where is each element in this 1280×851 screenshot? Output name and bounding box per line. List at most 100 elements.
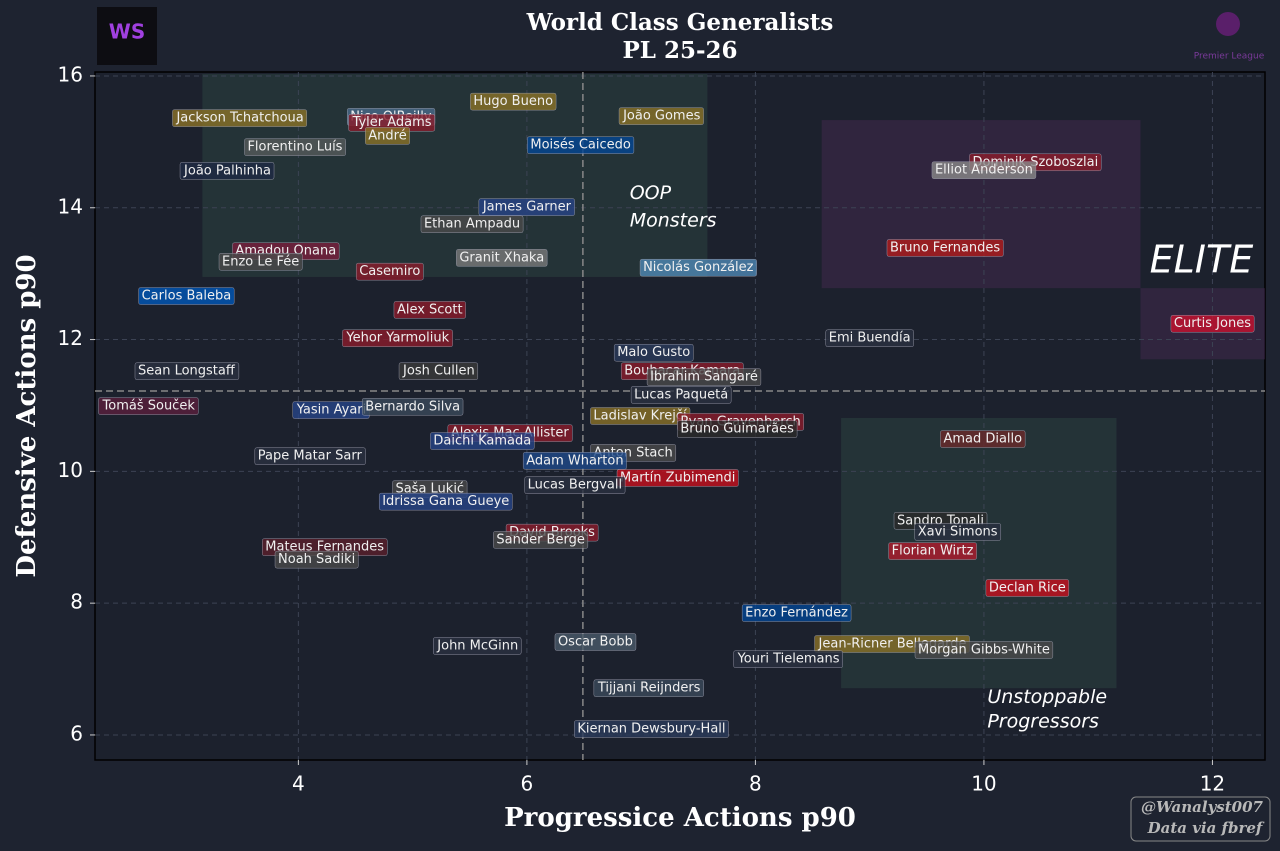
- label-box: [172, 109, 308, 127]
- player-label: Ladislav Krejčí: [590, 407, 691, 425]
- x-tick-label: 6: [521, 772, 534, 796]
- label-box: [478, 198, 575, 216]
- player-label: Malo Gusto: [613, 343, 694, 362]
- player-name: James Garner: [482, 200, 572, 215]
- player-label: Ibrahim Sangaré: [646, 368, 762, 386]
- x-tick-label: 4: [292, 772, 305, 796]
- label-box: [274, 550, 359, 569]
- label-box: [646, 368, 762, 386]
- y-tick-label: 16: [58, 62, 83, 86]
- player-label: Bruno Fernandes: [886, 239, 1004, 257]
- label-box: [914, 641, 1054, 659]
- player-name: Yehor Yarmoliuk: [345, 331, 449, 346]
- player-name: Moisés Caicedo: [530, 138, 631, 153]
- label-box: [179, 162, 275, 180]
- player-label: Hugo Bueno: [470, 92, 557, 111]
- player-label: Jackson Tchatchoua: [172, 109, 308, 127]
- label-box: [218, 253, 303, 271]
- player-name: Josh Cullen: [402, 364, 475, 379]
- label-box: [134, 362, 240, 380]
- player-label: Kiernan Dewsbury-Hall: [574, 720, 729, 738]
- label-box: [138, 287, 235, 305]
- player-name: Bernardo Silva: [365, 399, 460, 414]
- player-label: Morgan Gibbs-White: [914, 641, 1054, 659]
- player-name: Adam Wharton: [526, 453, 623, 468]
- x-axis-label: Progressice Actions p90: [504, 803, 856, 833]
- player-name: Ladislav Krejčí: [593, 409, 687, 424]
- label-box: [378, 492, 513, 511]
- player-name: Florian Wirtz: [892, 544, 974, 559]
- annotation: ELITE: [1150, 237, 1254, 281]
- player-name: Casemiro: [359, 264, 420, 279]
- player-name: Noah Sadiki: [278, 552, 355, 567]
- y-tick-label: 12: [58, 326, 83, 350]
- label-box: [630, 386, 732, 404]
- player-name: Amad Diallo: [943, 432, 1022, 447]
- player-name: Granit Xhaka: [459, 250, 544, 265]
- x-tick-label: 10: [971, 772, 996, 796]
- label-box: [618, 107, 704, 125]
- player-name: Daichi Kamada: [433, 434, 531, 449]
- player-name: Morgan Gibbs-White: [918, 642, 1050, 657]
- player-label: Florian Wirtz: [888, 542, 977, 560]
- player-label: Yasin Ayari: [292, 401, 370, 419]
- chart-title: World Class Generalists: [526, 9, 834, 36]
- label-box: [524, 476, 626, 494]
- logo-right: Premier League: [1194, 52, 1265, 62]
- player-label: André: [365, 127, 410, 145]
- player-name: Carlos Baleba: [142, 289, 232, 304]
- player-name: Sean Longstaff: [138, 364, 236, 379]
- label-box: [493, 531, 589, 549]
- player-name: Declan Rice: [989, 581, 1066, 596]
- player-label: Martín Zubimendi: [616, 469, 739, 487]
- player-label: Josh Cullen: [398, 362, 479, 380]
- player-label: John McGinn: [433, 637, 522, 655]
- label-box: [677, 420, 798, 438]
- player-name: Ethan Ampadu: [424, 217, 520, 232]
- player-label: Pape Matar Sarr: [254, 447, 366, 465]
- logo-right-icon: [1216, 12, 1240, 36]
- player-name: Bruno Fernandes: [890, 240, 1000, 255]
- player-name: Florentino Luís: [247, 140, 342, 155]
- player-name: John McGinn: [436, 638, 518, 653]
- player-label: Adam Wharton: [522, 452, 627, 470]
- label-box: [593, 679, 704, 697]
- player-name: Lucas Paquetá: [634, 387, 728, 402]
- credit-box: [1130, 796, 1271, 842]
- y-tick-label: 6: [70, 721, 83, 745]
- label-box: [825, 329, 914, 347]
- label-box: [393, 301, 466, 319]
- player-label: Lucas Bergvall: [524, 476, 626, 494]
- logo-left: WS: [109, 20, 145, 44]
- player-label: Lucas Paquetá: [630, 386, 732, 404]
- player-name: Curtis Jones: [1174, 316, 1251, 331]
- player-name: Idrissa Gana Gueye: [382, 494, 509, 509]
- label-box: [361, 398, 464, 416]
- player-label: Carlos Baleba: [138, 287, 235, 305]
- y-axis-label: Defensive Actions p90: [12, 254, 42, 577]
- label-box: [342, 329, 453, 347]
- player-name: Malo Gusto: [617, 345, 690, 360]
- player-name: Enzo Fernández: [745, 606, 848, 621]
- player-label: João Gomes: [618, 107, 704, 125]
- player-label: Daichi Kamada: [430, 432, 535, 450]
- label-box: [639, 258, 757, 277]
- player-label: Enzo Fernández: [741, 604, 852, 622]
- player-label: Tijjani Reijnders: [593, 679, 704, 697]
- label-box: [430, 432, 535, 450]
- label-box: [355, 262, 424, 281]
- player-label: Declan Rice: [985, 579, 1070, 597]
- player-label: Curtis Jones: [1170, 314, 1255, 333]
- player-label: Nicolás González: [639, 258, 757, 277]
- player-name: Enzo Le Fée: [222, 254, 299, 269]
- player-name: Yasin Ayari: [296, 403, 367, 418]
- player-label: Noah Sadiki: [274, 550, 359, 569]
- annotation: Unstoppable: [987, 686, 1107, 708]
- y-tick-label: 10: [58, 458, 83, 482]
- player-label: Tomáš Souček: [98, 397, 199, 415]
- player-label: Granit Xhaka: [456, 249, 548, 267]
- x-tick-label: 8: [749, 772, 762, 796]
- label-box: [554, 633, 637, 651]
- player-label: Sean Longstaff: [134, 362, 240, 380]
- player-name: Alex Scott: [397, 302, 463, 317]
